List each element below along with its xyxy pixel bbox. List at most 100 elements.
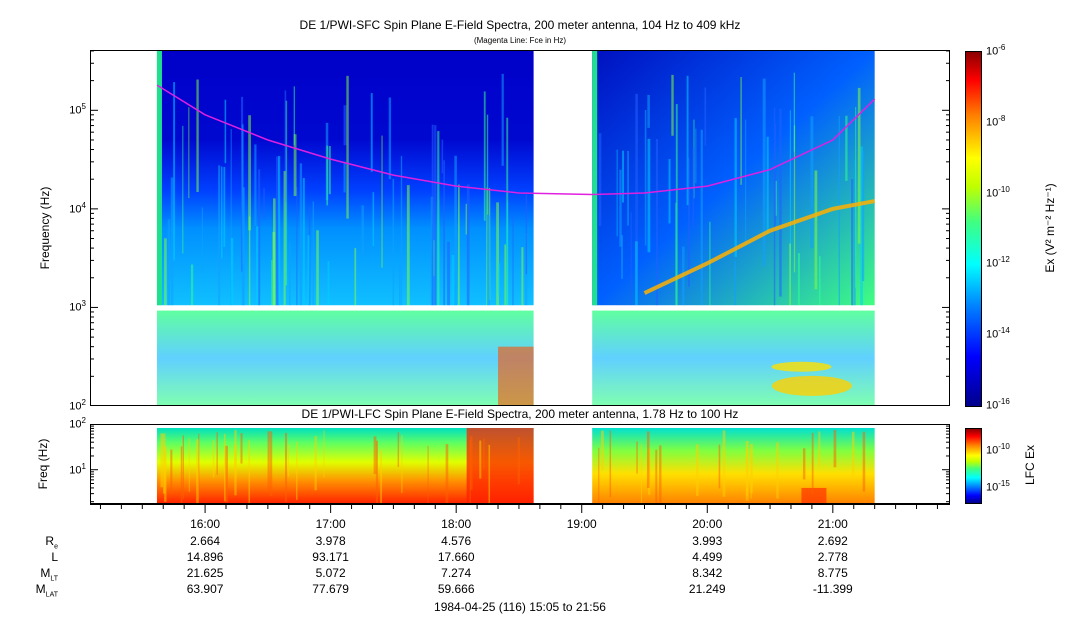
ephemeris-value: 2.778 xyxy=(817,550,848,564)
sfc-colorbar-tick-exp: -14 xyxy=(998,326,1010,336)
sfc-ylabel: Frequency (Hz) xyxy=(38,186,52,270)
sfc-streak xyxy=(861,150,865,281)
sfc-streak xyxy=(271,260,273,306)
ephemeris-row-label: MLAT xyxy=(0,582,58,598)
sfc-streak xyxy=(406,185,410,306)
footer-time-range: 1984-04-25 (116) 15:05 to 21:56 xyxy=(434,600,606,614)
sfc-streak xyxy=(258,169,261,306)
sfc-streak xyxy=(627,150,629,226)
ephemeris-value: 93.171 xyxy=(312,550,349,564)
lfc-streak xyxy=(216,432,218,475)
ephemeris-value: 4.499 xyxy=(692,550,723,564)
ephemeris-value: 21.249 xyxy=(688,582,726,596)
lfc-streak xyxy=(862,431,866,492)
lfc-streak xyxy=(718,444,721,489)
lfc-colorbar-tick-exp: -15 xyxy=(998,479,1010,489)
sfc-streak xyxy=(797,253,800,306)
lfc-streak xyxy=(833,430,837,468)
ephemeris-value: 5.072 xyxy=(315,566,346,580)
sfc-streak xyxy=(164,238,167,306)
sfc-streak xyxy=(860,146,863,306)
sfc-hot-patch xyxy=(771,375,852,396)
sfc-streak xyxy=(853,159,856,306)
sfc-ytick-label-exp: 2 xyxy=(81,398,86,407)
lfc-streak xyxy=(287,444,290,477)
sfc-colorbar-tick: 10-14 xyxy=(986,326,1010,341)
sfc-ytick-label: 105 xyxy=(46,102,86,117)
sfc-streak xyxy=(372,192,375,247)
lfc-streak xyxy=(160,433,164,488)
sfc-streak xyxy=(242,187,245,306)
sfc-streak xyxy=(486,114,489,215)
sfc-colorbar-tick-base: 10 xyxy=(986,116,999,129)
ephemeris-value: 3.978 xyxy=(315,534,346,548)
sfc-streak xyxy=(486,187,488,306)
sfc-streak xyxy=(466,184,470,306)
sfc-streak xyxy=(686,75,689,206)
sfc-streak xyxy=(671,74,674,136)
ephemeris-row-label: Re xyxy=(0,534,58,550)
sfc-streak xyxy=(454,155,457,306)
lfc-hot-patch xyxy=(801,487,827,504)
sfc-streak xyxy=(447,241,450,306)
lfc-streak xyxy=(401,435,403,494)
sfc-streak xyxy=(263,188,265,219)
lfc-streak xyxy=(248,440,251,504)
lfc-ytick-label: 101 xyxy=(46,462,86,477)
sfc-streak xyxy=(188,107,190,199)
lfc-streak xyxy=(196,439,199,504)
lfc-streak xyxy=(609,430,612,498)
sfc-streak xyxy=(695,128,697,184)
sfc-streak xyxy=(700,129,703,306)
sfc-streak xyxy=(288,242,291,306)
sfc-streak xyxy=(483,91,486,221)
sfc-streak xyxy=(512,216,514,306)
sfc-streak xyxy=(635,241,638,306)
lfc-colorbar-label: LFC Ex xyxy=(1023,445,1037,486)
sfc-emission-band xyxy=(643,199,876,295)
sfc-streak xyxy=(598,133,602,227)
sfc-streak xyxy=(399,265,401,306)
lfc-ytick-label-exp: 2 xyxy=(81,416,86,425)
sfc-hot-patch xyxy=(771,361,832,372)
sfc-streak xyxy=(248,216,251,306)
lfc-streak xyxy=(375,440,378,504)
sfc-streak xyxy=(498,263,501,295)
time-label: 17:00 xyxy=(315,517,346,531)
lfc-streak xyxy=(745,441,749,501)
sfc-streak xyxy=(400,155,403,306)
time-label: 20:00 xyxy=(692,517,723,531)
lfc-streak xyxy=(397,432,400,468)
sfc-streak xyxy=(819,256,821,306)
sfc-streak xyxy=(857,87,861,244)
sfc-colorbar-label: Ex (V² m⁻² Hz⁻¹) xyxy=(1043,163,1057,293)
sfc-streak xyxy=(704,87,707,146)
sfc-colorbar-tick: 10-16 xyxy=(986,397,1010,412)
ephemeris-row-label-sub: e xyxy=(54,543,58,551)
ephemeris-row-label: MLT xyxy=(0,566,58,582)
sfc-streak xyxy=(299,163,303,306)
sfc-streak xyxy=(361,205,364,255)
sfc-streak xyxy=(182,125,184,254)
sfc-streak xyxy=(734,260,737,306)
ephemeris-value: -11.399 xyxy=(812,582,853,596)
sfc-band-gap xyxy=(90,305,950,311)
sfc-streak xyxy=(296,187,298,306)
lfc-streak xyxy=(470,436,473,490)
lfc-streak xyxy=(164,446,167,502)
sfc-streak xyxy=(774,123,777,226)
ephemeris-value: 77.679 xyxy=(312,582,349,596)
sfc-streak xyxy=(496,202,499,306)
sfc-streak xyxy=(740,77,742,185)
lfc-colorbar xyxy=(965,428,982,504)
sfc-colorbar-tick-exp: -8 xyxy=(998,113,1006,123)
lfc-ytick-label: 102 xyxy=(46,416,86,431)
sfc-streak xyxy=(622,150,625,203)
sfc-colorbar-tick: 10-10 xyxy=(986,185,1010,200)
lfc-streak xyxy=(802,448,806,480)
sfc-streak xyxy=(312,201,315,306)
lfc-streak xyxy=(285,432,288,502)
sfc-streak xyxy=(170,177,174,306)
sfc-streak xyxy=(327,261,330,306)
ephemeris-value: 8.342 xyxy=(692,566,723,580)
